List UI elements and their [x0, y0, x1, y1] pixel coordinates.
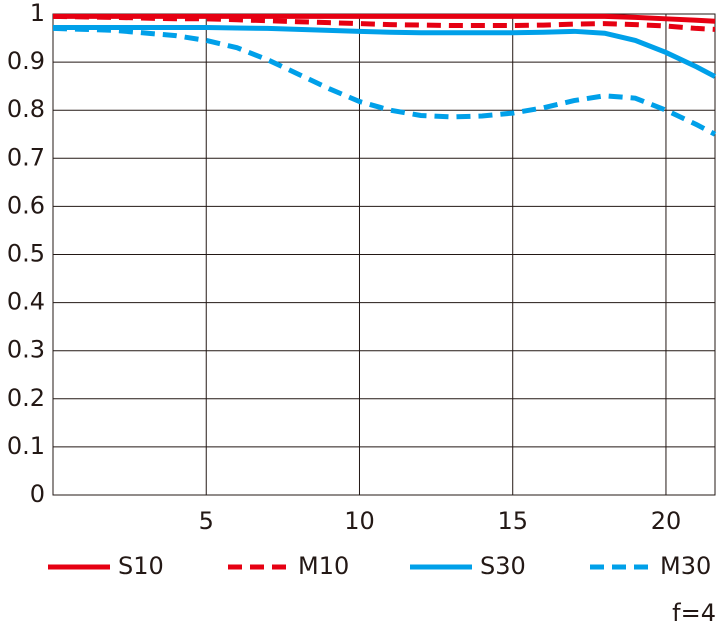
annotation: f=4 — [672, 599, 716, 627]
x-tick-label: 15 — [497, 507, 528, 535]
y-tick-label: 0.2 — [7, 384, 45, 412]
y-tick-label: 0.6 — [7, 191, 45, 219]
series-line — [53, 24, 717, 79]
series-line — [53, 13, 716, 24]
y-tick-label: 0.7 — [7, 143, 45, 171]
series-line — [52, 13, 716, 32]
y-tick-label: 0.4 — [7, 288, 45, 316]
x-tick-label: 5 — [199, 507, 214, 535]
x-tick-label: 20 — [651, 507, 682, 535]
y-tick-label: 0.3 — [7, 336, 45, 364]
legend-label: M10 — [298, 552, 349, 580]
y-tick-label: 0.8 — [7, 95, 45, 123]
y-tick-label: 0 — [30, 480, 45, 508]
x-tick-label: 10 — [344, 507, 375, 535]
y-tick-label: 0.9 — [7, 47, 45, 75]
y-tick-label: 0.5 — [7, 240, 45, 268]
legend-label: S30 — [480, 552, 526, 580]
y-tick-label: 1 — [30, 0, 45, 27]
series-line — [52, 25, 717, 137]
legend-label: S10 — [118, 552, 164, 580]
y-tick-label: 0.1 — [7, 432, 45, 460]
legend-label: M30 — [660, 552, 711, 580]
